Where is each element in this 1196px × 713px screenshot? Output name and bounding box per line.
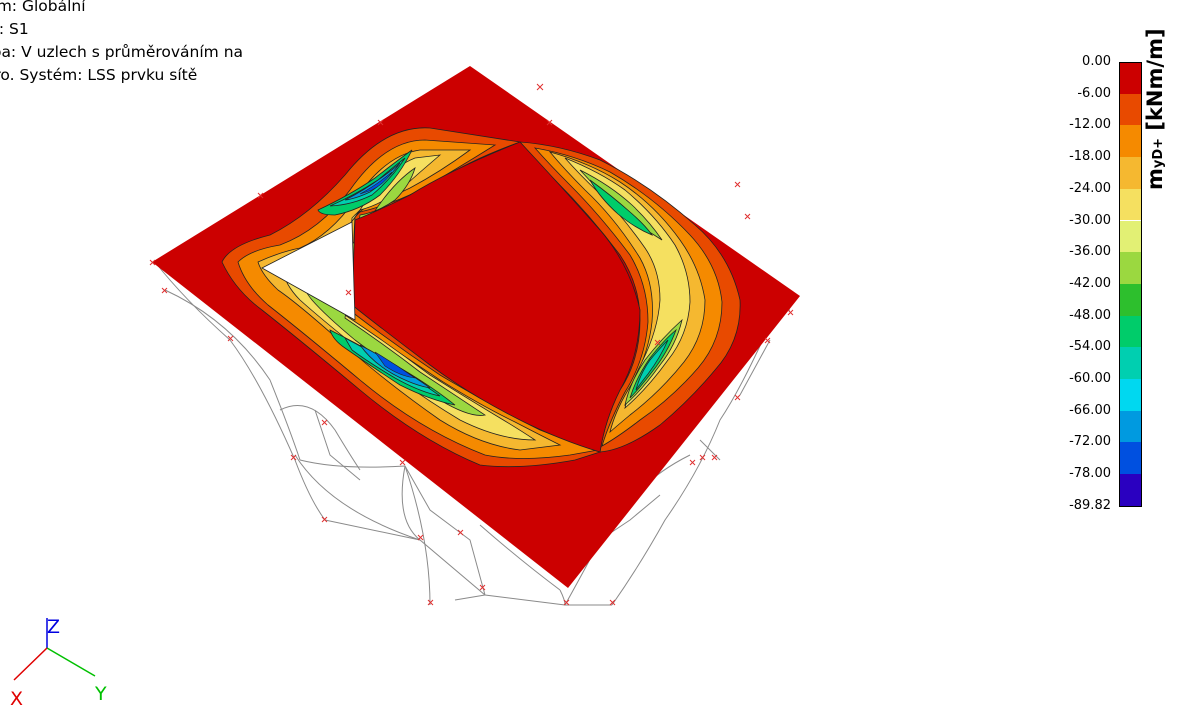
legend-tick-label: -54.00 (1069, 339, 1111, 355)
axis-x-label: X (10, 688, 24, 710)
info-mode-line: Podoba: V uzlech s průměrováním na (0, 43, 244, 61)
unit-symbol: m (1143, 168, 1167, 190)
axis-y-label: Y (95, 683, 107, 705)
legend-tick-label: -66.00 (1069, 402, 1111, 418)
legend-tick-label: -72.00 (1069, 434, 1111, 450)
legend-tick-label: -18.00 (1069, 149, 1111, 165)
legend-bar-border (1119, 62, 1142, 507)
legend-tick-label: -78.00 (1069, 466, 1111, 482)
legend-tick-label: -36.00 (1069, 244, 1111, 260)
legend-swatch (1119, 220, 1141, 253)
legend-swatch (1119, 188, 1141, 221)
legend-tick-label: -42.00 (1069, 275, 1111, 291)
unit-text: [kNm/m] (1143, 28, 1167, 138)
legend-swatch (1119, 62, 1141, 94)
axis-z-label: Z (47, 616, 61, 638)
legend-swatch (1119, 93, 1141, 126)
legend-swatch (1119, 442, 1141, 475)
model-viewport[interactable] (0, 0, 1040, 713)
legend-tick-label: -6.00 (1077, 85, 1111, 101)
legend-swatch (1119, 125, 1141, 158)
legend-swatch (1119, 315, 1141, 348)
support-frame (154, 261, 791, 606)
legend-tick-label: -30.00 (1069, 212, 1111, 228)
legend-tick-label: -60.00 (1069, 371, 1111, 386)
slab-contour-plot (152, 66, 800, 588)
unit-subscript: yD+ (1151, 137, 1166, 169)
legend-unit-label: myD+ [kNm/m] (1143, 28, 1183, 200)
legend-swatch (1119, 252, 1141, 284)
axis-triad (13, 618, 96, 681)
legend-swatch (1119, 379, 1141, 411)
info-local-system-line: Lokálro. Systém: LSS prvku sítě (0, 66, 198, 84)
legend-tick-label: -89.82 (1069, 497, 1111, 513)
node-markers (149, 83, 794, 606)
legend-swatch (1119, 157, 1141, 189)
info-selection-line: Výběr: S1 (0, 20, 29, 38)
legend-tick-label: -12.00 (1069, 117, 1111, 133)
legend-swatch (1119, 474, 1141, 506)
legend-swatch (1119, 410, 1141, 443)
legend-swatch (1119, 283, 1141, 316)
legend-tick-label: -24.00 (1069, 180, 1111, 196)
legend-swatch (1119, 347, 1141, 379)
legend-tick-label: -48.00 (1069, 307, 1111, 323)
legend-tick-label: 0.00 (1082, 54, 1111, 69)
color-legend: 0.00 -6.00 -12.00 -18.00 -24.00 -30.00 -36.00 -… (1040, 50, 1196, 520)
view-info-panel: Systém: Globální Výběr: S1 Podoba: V uzl… (0, 0, 243, 87)
info-system-line: Systém: Globální (0, 0, 86, 15)
